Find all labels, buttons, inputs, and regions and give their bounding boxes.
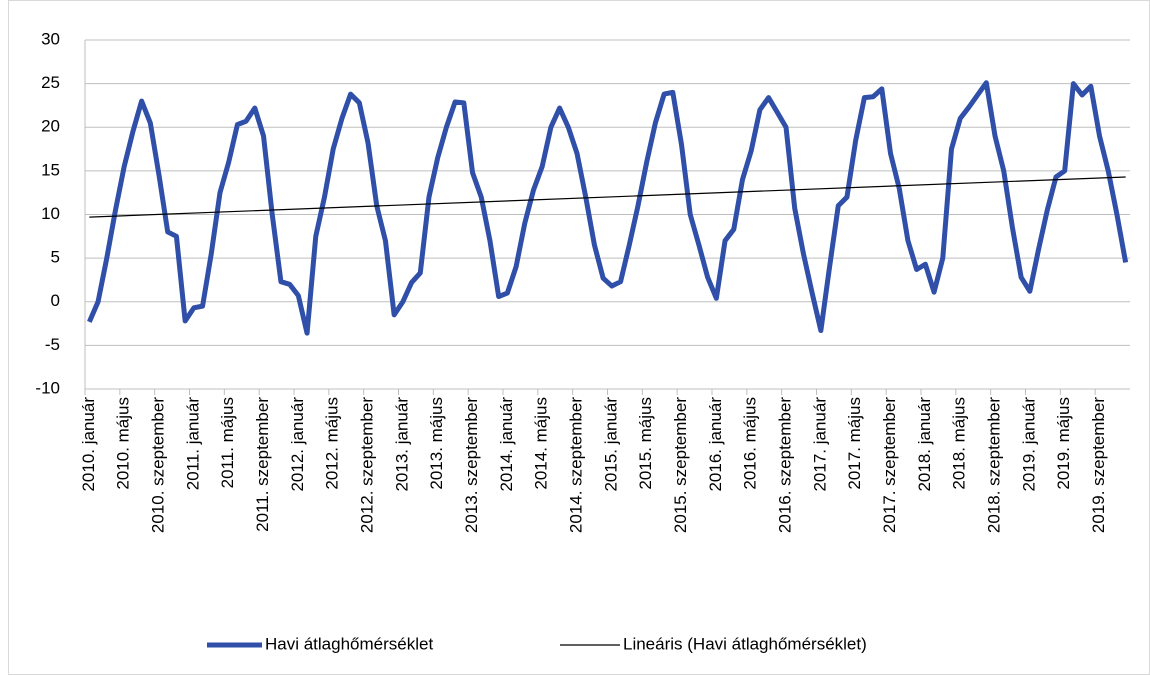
x-tick-label: 2010. január	[79, 397, 98, 492]
x-tick-label: 2016. május	[741, 397, 760, 490]
y-tick-label: 15	[41, 160, 60, 179]
x-tick-label: 2019. május	[1054, 397, 1073, 490]
legend-label: Havi átlaghőmérséklet	[265, 634, 433, 653]
x-tick-label: 2013. január	[392, 397, 411, 492]
x-tick-label: 2010. szeptember	[149, 397, 168, 533]
x-tick-label: 2014. május	[532, 397, 551, 490]
x-tick-label: 2016. január	[706, 397, 725, 492]
x-tick-label: 2015. május	[636, 397, 655, 490]
x-tick-label: 2017. szeptember	[880, 397, 899, 533]
x-tick-label: 2017. január	[810, 397, 829, 492]
x-tick-label: 2018. szeptember	[985, 397, 1004, 533]
y-tick-label: -5	[45, 335, 60, 354]
legend-label: Lineáris (Havi átlaghőmérséklet)	[623, 634, 867, 653]
x-tick-label: 2013. szeptember	[462, 397, 481, 533]
x-tick-label: 2018. január	[915, 397, 934, 492]
x-tick-label: 2011. szeptember	[253, 397, 272, 532]
x-tick-label: 2012. január	[288, 397, 307, 492]
x-tick-label: 2015. január	[601, 397, 620, 492]
x-tick-label: 2011. május	[218, 397, 237, 488]
x-tick-label: 2019. szeptember	[1089, 397, 1108, 533]
x-tick-label: 2011. január	[183, 397, 202, 491]
y-tick-label: 5	[51, 248, 60, 267]
x-tick-label: 2017. május	[845, 397, 864, 490]
series-line	[87, 80, 1129, 336]
x-tick-label: 2016. szeptember	[776, 397, 795, 533]
x-tick-label: 2013. május	[427, 397, 446, 490]
x-tick-label: 2012. május	[323, 397, 342, 490]
chart-frame	[8, 0, 1150, 675]
x-tick-label: 2019. január	[1019, 397, 1038, 492]
x-tick-label: 2015. szeptember	[671, 397, 690, 533]
x-tick-label: 2018. május	[950, 397, 969, 490]
y-tick-label: 25	[41, 73, 60, 92]
y-tick-label: 10	[41, 204, 60, 223]
y-tick-label: 30	[41, 29, 60, 48]
x-tick-label: 2014. szeptember	[567, 397, 586, 533]
y-tick-label: 20	[41, 117, 60, 136]
x-tick-label: 2010. május	[114, 397, 133, 490]
y-tick-label: 0	[51, 291, 60, 310]
trend-line	[89, 176, 1126, 218]
x-tick-label: 2012. szeptember	[358, 397, 377, 533]
y-tick-label: -10	[35, 378, 60, 397]
x-tick-label: 2014. január	[497, 397, 516, 492]
